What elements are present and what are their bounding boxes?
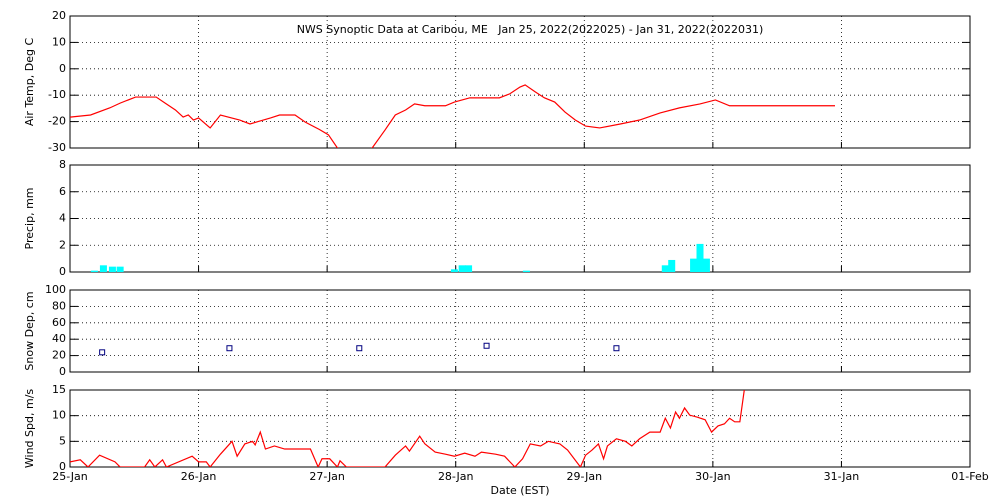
- x-tick-label: 25-Jan: [52, 470, 88, 483]
- bar: [108, 266, 116, 272]
- y-tick-label: -20: [48, 115, 66, 128]
- point: [226, 345, 233, 352]
- point: [483, 342, 490, 349]
- bar: [661, 265, 669, 272]
- x-tick-label: 28-Jan: [438, 470, 474, 483]
- bar: [458, 265, 466, 272]
- bar: [702, 258, 710, 272]
- bar: [696, 243, 704, 272]
- y-tick-label: 80: [52, 299, 66, 312]
- y-tick-label: 2: [59, 238, 66, 251]
- plot-area: [70, 390, 745, 467]
- y-tick-label: 100: [45, 283, 66, 296]
- bar: [690, 258, 698, 272]
- bar: [99, 265, 107, 272]
- point: [99, 349, 106, 356]
- y-tick-label: 10: [52, 35, 66, 48]
- y-tick-label: 0: [59, 460, 66, 473]
- bar: [90, 270, 98, 272]
- y-tick-label: 40: [52, 332, 66, 345]
- bar: [116, 266, 124, 272]
- plot-area: [90, 243, 710, 272]
- chart-title: NWS Synoptic Data at Caribou, ME Jan 25,…: [297, 23, 764, 36]
- y-tick-label: 8: [59, 158, 66, 171]
- line: [70, 84, 835, 148]
- y-tick-label: -10: [48, 88, 66, 101]
- x-tick-label: 27-Jan: [309, 470, 345, 483]
- x-tick-label: 01-Feb: [951, 470, 988, 483]
- y-tick-label: 0: [59, 365, 66, 378]
- y-tick-label: 20: [52, 9, 66, 22]
- y-axis-label: Precip, mm: [23, 188, 36, 250]
- plot-area: [99, 342, 620, 356]
- x-tick-label: 30-Jan: [695, 470, 731, 483]
- y-tick-label: 60: [52, 316, 66, 329]
- y-tick-label: 20: [52, 349, 66, 362]
- y-tick-label: 6: [59, 185, 66, 198]
- bar: [450, 269, 458, 272]
- y-axis-label: Wind Spd, m/s: [23, 389, 36, 469]
- x-tick-label: 26-Jan: [181, 470, 217, 483]
- x-tick-label: 29-Jan: [567, 470, 603, 483]
- y-tick-label: 4: [59, 212, 66, 225]
- x-tick-label: 31-Jan: [824, 470, 860, 483]
- y-tick-label: 15: [52, 383, 66, 396]
- panel-frame: [69, 389, 971, 468]
- panel-frame: [69, 15, 971, 149]
- panel-frame: [69, 289, 971, 373]
- y-tick-label: 0: [59, 62, 66, 75]
- bar: [668, 259, 676, 272]
- y-tick-label: 10: [52, 409, 66, 422]
- y-tick-label: 5: [59, 434, 66, 447]
- point: [356, 345, 363, 352]
- y-tick-label: -30: [48, 141, 66, 154]
- bar: [465, 265, 473, 272]
- x-axis-label: Date (EST): [490, 484, 549, 497]
- y-axis-label: Snow Dep, cm: [23, 291, 36, 370]
- point: [613, 345, 620, 352]
- y-axis-label: Air Temp, Deg C: [23, 38, 36, 127]
- panel-frame: [69, 164, 971, 273]
- line: [70, 390, 745, 467]
- plot-area: [70, 84, 835, 148]
- y-tick-label: 0: [59, 265, 66, 278]
- bar: [522, 270, 530, 272]
